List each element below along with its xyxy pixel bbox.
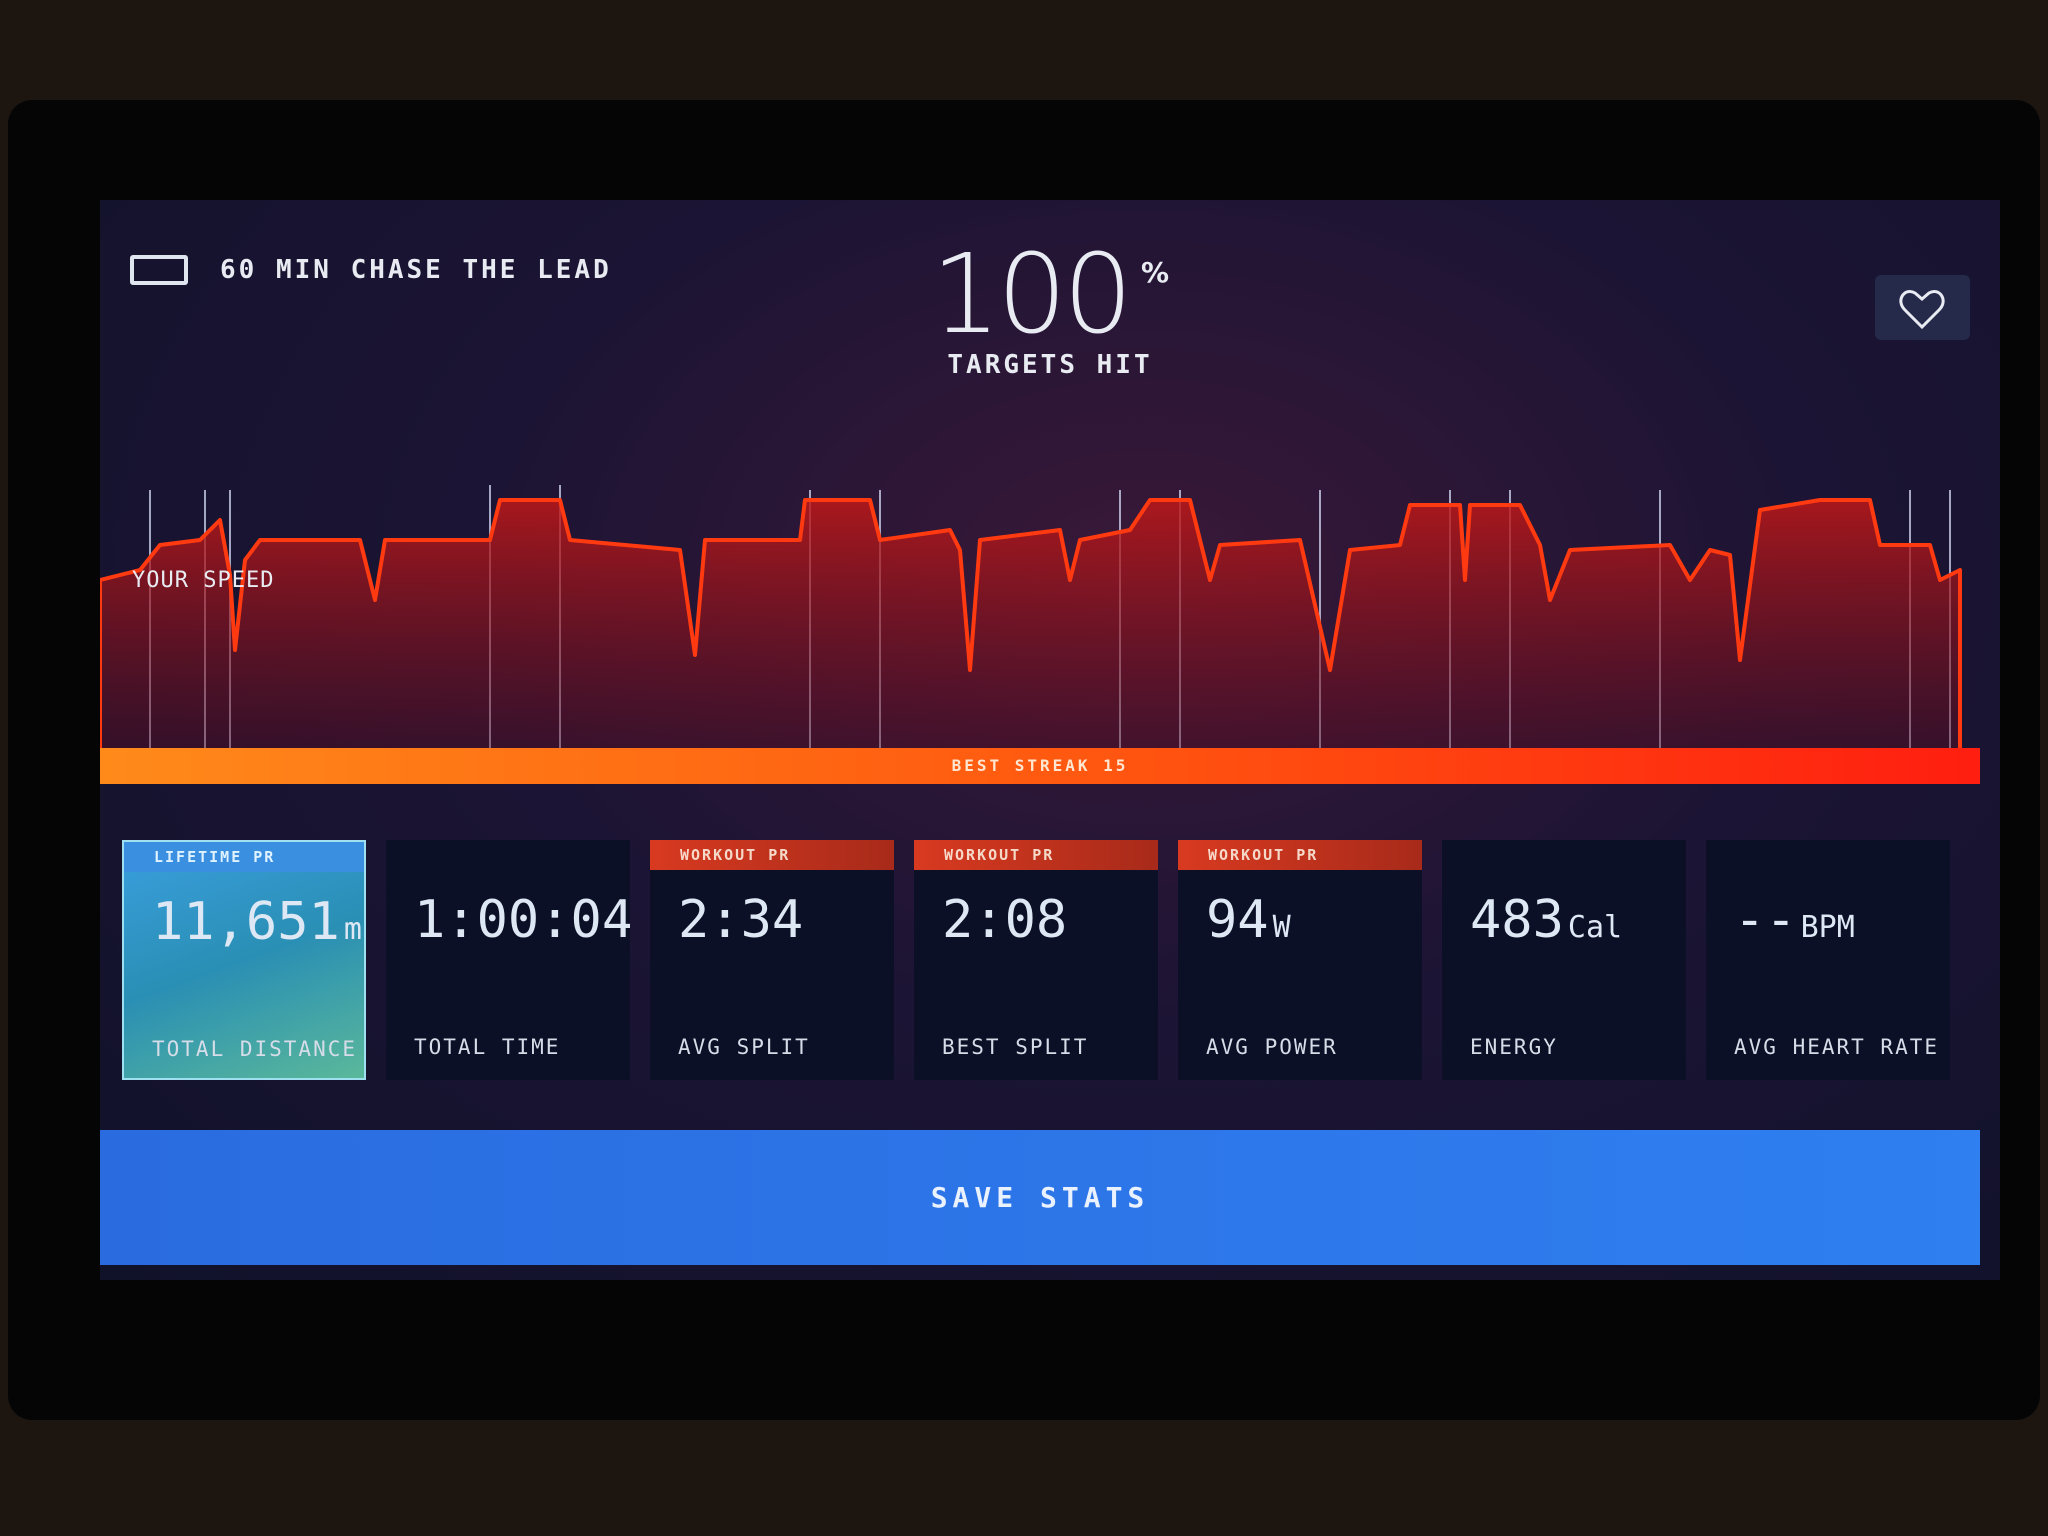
stat-label: AVG SPLIT [678,1035,810,1059]
stat-label: AVG HEART RATE [1734,1035,1940,1059]
value-number: 94 [1206,890,1269,950]
score-label: TARGETS HIT [947,350,1153,380]
pr-badge: WORKOUT PR [914,840,1158,870]
stat-card: WORKOUT PR 2:34 AVG SPLIT [650,840,894,1080]
value-number: 2:08 [942,890,1068,950]
value-number: 483 [1470,890,1564,950]
pr-badge: LIFETIME PR [124,842,364,872]
chart-label: YOUR SPEED [132,568,275,593]
stat-value: 2:08 [942,890,1067,950]
stat-label: TOTAL DISTANCE [152,1037,358,1061]
score-unit: % [1140,256,1170,289]
streak-bar: BEST STREAK 15 [100,748,1980,784]
value-unit: Cal [1567,910,1623,945]
stat-value: 2:34 [678,890,803,950]
stat-label: BEST SPLIT [942,1035,1089,1059]
stat-card: WORKOUT PR 2:08 BEST SPLIT [914,840,1158,1080]
stat-cards: LIFETIME PR 11,651 m TOTAL DISTANCE 1:00:04 T… [122,840,1950,1080]
value-number: 11,651 [152,892,340,952]
heart-icon [1899,290,1945,330]
value-unit: m [343,912,362,947]
value-unit: W [1272,910,1291,945]
stat-value: 1:00:04 [414,890,630,950]
stat-label: ENERGY [1470,1035,1558,1059]
stat-label: AVG POWER [1206,1035,1338,1059]
save-button[interactable]: SAVE STATS [100,1130,1980,1265]
speed-chart [100,485,1962,762]
pr-badge: WORKOUT PR [1178,840,1422,870]
value-number: 1:00:04 [414,890,630,950]
stat-value: 11,651 m [152,892,362,952]
stat-card: 1:00:04 TOTAL TIME [386,840,630,1080]
score-value: 100 [930,230,1133,358]
menu-icon[interactable] [130,255,188,285]
stat-value: 94 W [1206,890,1291,950]
pr-badge: WORKOUT PR [650,840,894,870]
stat-label: TOTAL TIME [414,1035,561,1059]
screen: 60 MIN CHASE THE LEAD 100% TARGETS HIT Y… [100,200,2000,1280]
favorite-button[interactable] [1875,275,1970,340]
speed-area [100,498,1962,762]
score: 100% [100,230,2000,358]
stat-card: -- BPM AVG HEART RATE [1706,840,1950,1080]
workout-title: 60 MIN CHASE THE LEAD [220,255,612,285]
value-number: -- [1734,890,1797,950]
stat-value: -- BPM [1734,890,1855,950]
value-unit: BPM [1800,910,1855,945]
stat-card: WORKOUT PR 94 W AVG POWER [1178,840,1422,1080]
value-number: 2:34 [678,890,804,950]
stat-value: 483 Cal [1470,890,1622,950]
stat-card: LIFETIME PR 11,651 m TOTAL DISTANCE [122,840,366,1080]
stat-card: 483 Cal ENERGY [1442,840,1686,1080]
